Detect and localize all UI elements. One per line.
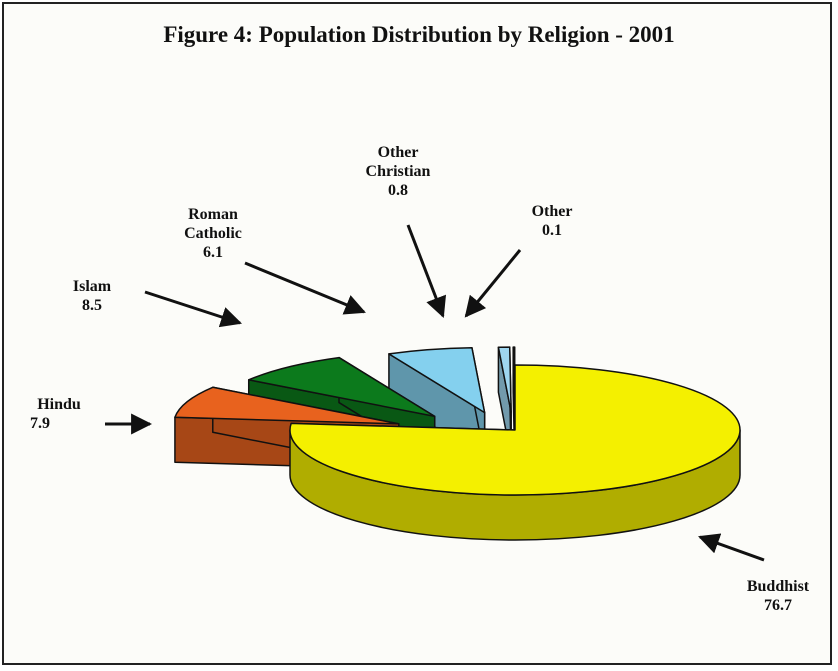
label-name: Other Christian xyxy=(365,144,431,180)
arrow xyxy=(406,224,447,318)
pie xyxy=(174,346,741,541)
slice-label: Hindu 7.9 xyxy=(24,395,94,433)
slice xyxy=(174,386,400,425)
slice-label: Other 0.1 xyxy=(504,202,600,240)
label-value: 0.1 xyxy=(542,222,562,239)
arrow xyxy=(698,533,765,562)
slice xyxy=(388,347,486,414)
label-value: 8.5 xyxy=(82,297,102,314)
slice xyxy=(497,346,512,413)
slice-label: Buddhist 76.7 xyxy=(730,577,826,615)
label-value: 76.7 xyxy=(764,597,792,614)
slice xyxy=(247,356,436,418)
slice-label: Other Christian 0.8 xyxy=(350,143,446,200)
label-value: 6.1 xyxy=(203,244,223,261)
arrow xyxy=(244,261,366,315)
chart-title: Figure 4: Population Distribution by Rel… xyxy=(163,22,675,47)
arrows xyxy=(105,224,765,562)
chart-frame xyxy=(2,2,832,665)
label-value: 0.8 xyxy=(388,182,408,199)
slice-label: Islam 8.5 xyxy=(44,277,140,315)
arrow xyxy=(144,290,242,328)
slice-label: Roman Catholic 6.1 xyxy=(165,205,261,262)
label-name: Islam xyxy=(72,278,112,295)
slice xyxy=(289,364,741,496)
label-name: Hindu xyxy=(37,396,81,413)
arrow xyxy=(464,249,522,318)
label-name: Buddhist xyxy=(746,578,810,595)
label-name: Other xyxy=(531,203,573,220)
label-name: Roman Catholic xyxy=(184,206,242,242)
label-value: 7.9 xyxy=(30,415,50,432)
